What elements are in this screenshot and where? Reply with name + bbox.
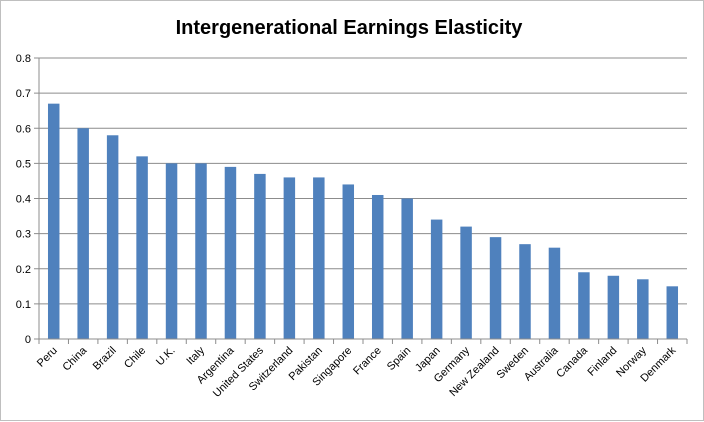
x-tick-label: France — [351, 345, 384, 378]
bar — [136, 156, 148, 339]
y-tick-label: 0 — [25, 334, 31, 346]
bar — [77, 128, 89, 339]
bar — [254, 173, 266, 339]
y-tick-label: 0.8 — [16, 53, 31, 65]
bar — [548, 247, 561, 339]
y-tick-label: 0.1 — [16, 299, 31, 311]
bar — [578, 272, 590, 339]
bar — [489, 237, 502, 339]
bar — [195, 163, 207, 339]
bar — [401, 198, 413, 339]
bar — [519, 244, 531, 339]
bar — [165, 163, 178, 339]
bar — [342, 184, 355, 339]
x-tick-label: U.K. — [154, 345, 178, 369]
y-tick-label: 0.2 — [16, 264, 31, 276]
x-tick-label: Brazil — [91, 345, 119, 373]
y-tick-label: 0.5 — [16, 158, 31, 170]
bar — [666, 286, 679, 339]
chart-title: Intergenerational Earnings Elasticity — [176, 17, 524, 39]
x-tick-label: Italy — [184, 344, 207, 367]
bar — [313, 177, 325, 339]
bar — [371, 194, 384, 339]
bar — [607, 275, 620, 339]
bar — [430, 219, 443, 339]
bars — [47, 103, 679, 339]
x-tick-label: Peru — [35, 345, 60, 370]
y-tick-label: 0.6 — [16, 123, 31, 135]
x-tick-label: Canada — [554, 344, 590, 380]
x-tick-label: China — [60, 344, 89, 373]
bar — [47, 103, 60, 339]
y-tick-label: 0.4 — [16, 194, 31, 206]
bar — [460, 226, 472, 339]
x-tick-label: Finland — [585, 345, 619, 379]
bar — [637, 279, 649, 339]
bar — [283, 177, 296, 339]
x-tick-label: Chile — [122, 345, 148, 371]
y-tick-label: 0.7 — [16, 88, 31, 100]
x-axis-ticks: Peru China Brazil Chile U.K. ItalyArgentinaUn… — [35, 339, 688, 400]
bar — [224, 166, 237, 339]
gridlines — [39, 57, 687, 305]
y-tick-label: 0.3 — [16, 229, 31, 241]
x-tick-label: Spain — [385, 345, 413, 373]
bar — [106, 135, 119, 339]
y-axis-ticks: 0 0.1 0.2 0.3 0.4 0.5 0.6 0.7 0.8 — [16, 53, 39, 346]
